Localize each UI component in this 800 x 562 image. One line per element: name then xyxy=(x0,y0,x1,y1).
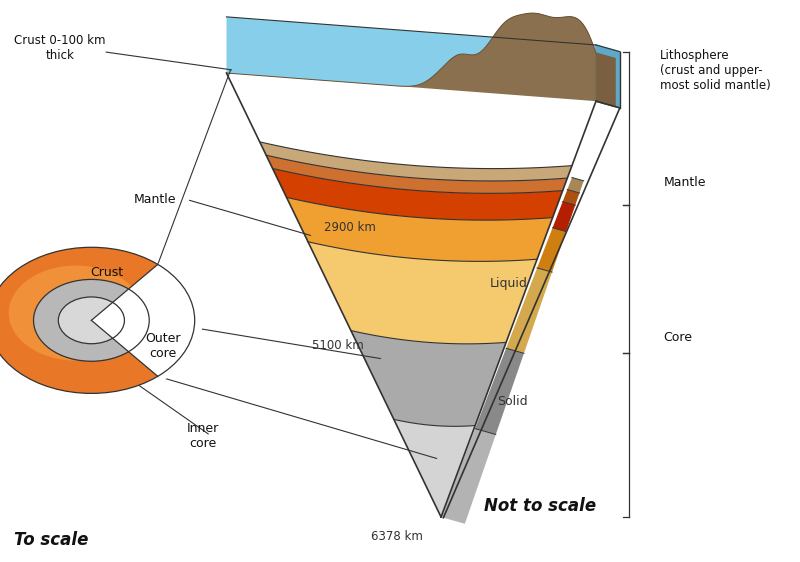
Polygon shape xyxy=(226,13,596,101)
Polygon shape xyxy=(562,189,579,205)
Wedge shape xyxy=(91,260,202,380)
Text: 2900 km: 2900 km xyxy=(324,221,375,234)
Circle shape xyxy=(58,297,125,344)
Polygon shape xyxy=(273,169,562,220)
Text: Asthenosphere: Asthenosphere xyxy=(350,131,454,144)
Text: Crust: Crust xyxy=(90,266,124,279)
Polygon shape xyxy=(308,242,537,344)
Text: Outer
core: Outer core xyxy=(145,332,181,360)
Polygon shape xyxy=(260,142,572,181)
Text: Liquid: Liquid xyxy=(490,277,527,291)
Polygon shape xyxy=(394,419,475,517)
Polygon shape xyxy=(475,348,524,434)
Text: 5100 km: 5100 km xyxy=(312,339,364,352)
Polygon shape xyxy=(506,268,552,353)
Text: Solid: Solid xyxy=(498,395,528,409)
Polygon shape xyxy=(553,202,575,232)
Polygon shape xyxy=(567,178,584,193)
Polygon shape xyxy=(441,429,496,524)
Circle shape xyxy=(0,247,194,393)
Polygon shape xyxy=(266,155,567,193)
Text: Lithosphere
(crust and upper-
most solid mantle): Lithosphere (crust and upper- most solid… xyxy=(659,49,770,92)
Text: To scale: To scale xyxy=(14,531,89,549)
Text: Mantle: Mantle xyxy=(134,193,176,206)
Polygon shape xyxy=(596,53,615,107)
Text: Mantle: Mantle xyxy=(663,176,706,189)
Text: Inner
core: Inner core xyxy=(186,422,218,450)
Polygon shape xyxy=(596,45,620,108)
Polygon shape xyxy=(226,13,596,87)
Text: Not to scale: Not to scale xyxy=(484,497,597,515)
Text: Core: Core xyxy=(663,330,693,344)
Circle shape xyxy=(9,265,143,361)
Text: Crust 0-100 km
thick: Crust 0-100 km thick xyxy=(14,34,106,62)
Polygon shape xyxy=(351,330,506,427)
Polygon shape xyxy=(537,228,566,272)
Polygon shape xyxy=(286,197,553,261)
Text: 6378 km: 6378 km xyxy=(371,530,423,543)
Circle shape xyxy=(34,279,150,361)
